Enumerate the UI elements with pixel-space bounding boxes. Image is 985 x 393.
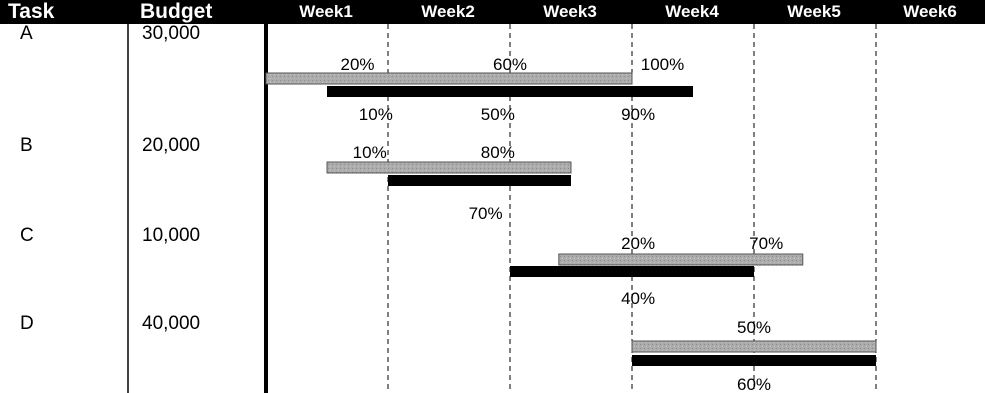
actual-bar-c: [510, 266, 754, 277]
task-column-header: Task: [8, 0, 55, 23]
planned-percent-label-a-3: 100%: [641, 55, 684, 74]
actual-percent-label-b-1: 70%: [469, 204, 503, 223]
table-header: Task Budget Week1 Week2 Week3 Week4 Week…: [0, 0, 985, 24]
week-header-4: Week4: [665, 2, 719, 21]
actual-percent-label-c-1: 40%: [621, 289, 655, 308]
week-header-5: Week5: [787, 2, 841, 21]
actual-bar-d: [632, 355, 876, 366]
actual-bar-a: [327, 86, 693, 97]
budget-value-b: 20,000: [142, 135, 201, 156]
planned-bar-a: [265, 72, 633, 85]
planned-percent-label-c-2: 70%: [749, 234, 783, 253]
actual-bar-b: [388, 175, 571, 186]
actual-percent-label-d-1: 60%: [737, 375, 771, 393]
week-header-2: Week2: [421, 2, 475, 21]
budget-value-a: 30,000: [142, 23, 201, 44]
planned-bar-b: [326, 161, 572, 174]
budget-column-header: Budget: [140, 0, 213, 23]
week-header-6: Week6: [903, 2, 957, 21]
planned-percent-label-b-1: 10%: [353, 143, 387, 162]
planned-percent-label-b-2: 80%: [481, 143, 515, 162]
task-label-a: A: [20, 23, 33, 44]
task-label-b: B: [20, 135, 33, 156]
planned-percent-label-c-1: 20%: [621, 234, 655, 253]
budget-value-c: 10,000: [142, 225, 201, 246]
task-label-d: D: [20, 313, 34, 334]
task-label-c: C: [20, 225, 34, 246]
actual-percent-label-a-2: 50%: [481, 105, 515, 124]
planned-bar-d: [631, 340, 877, 353]
budget-value-d: 40,000: [142, 313, 201, 334]
planned-percent-label-a-2: 60%: [493, 55, 527, 74]
week-header-3: Week3: [543, 2, 597, 21]
planned-bar-c: [558, 253, 804, 266]
actual-percent-label-a-3: 90%: [621, 105, 655, 124]
planned-percent-label-a-1: 20%: [340, 55, 374, 74]
planned-percent-label-d-1: 50%: [737, 318, 771, 337]
week-header-1: Week1: [299, 2, 353, 21]
actual-percent-label-a-1: 10%: [359, 105, 393, 124]
